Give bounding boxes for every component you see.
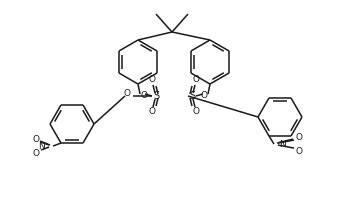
Text: O: O — [123, 89, 130, 97]
Text: N: N — [280, 140, 286, 149]
Text: O: O — [201, 90, 207, 100]
Text: O: O — [32, 135, 40, 144]
Text: O: O — [193, 107, 200, 117]
Text: O: O — [140, 90, 148, 100]
Text: O: O — [32, 149, 40, 158]
Text: O: O — [295, 133, 302, 141]
Text: O: O — [149, 107, 155, 117]
Text: N: N — [39, 141, 45, 151]
Text: S: S — [189, 91, 195, 101]
Text: O: O — [295, 146, 302, 156]
Text: O: O — [193, 76, 200, 84]
Text: S: S — [153, 91, 159, 101]
Text: O: O — [149, 76, 155, 84]
